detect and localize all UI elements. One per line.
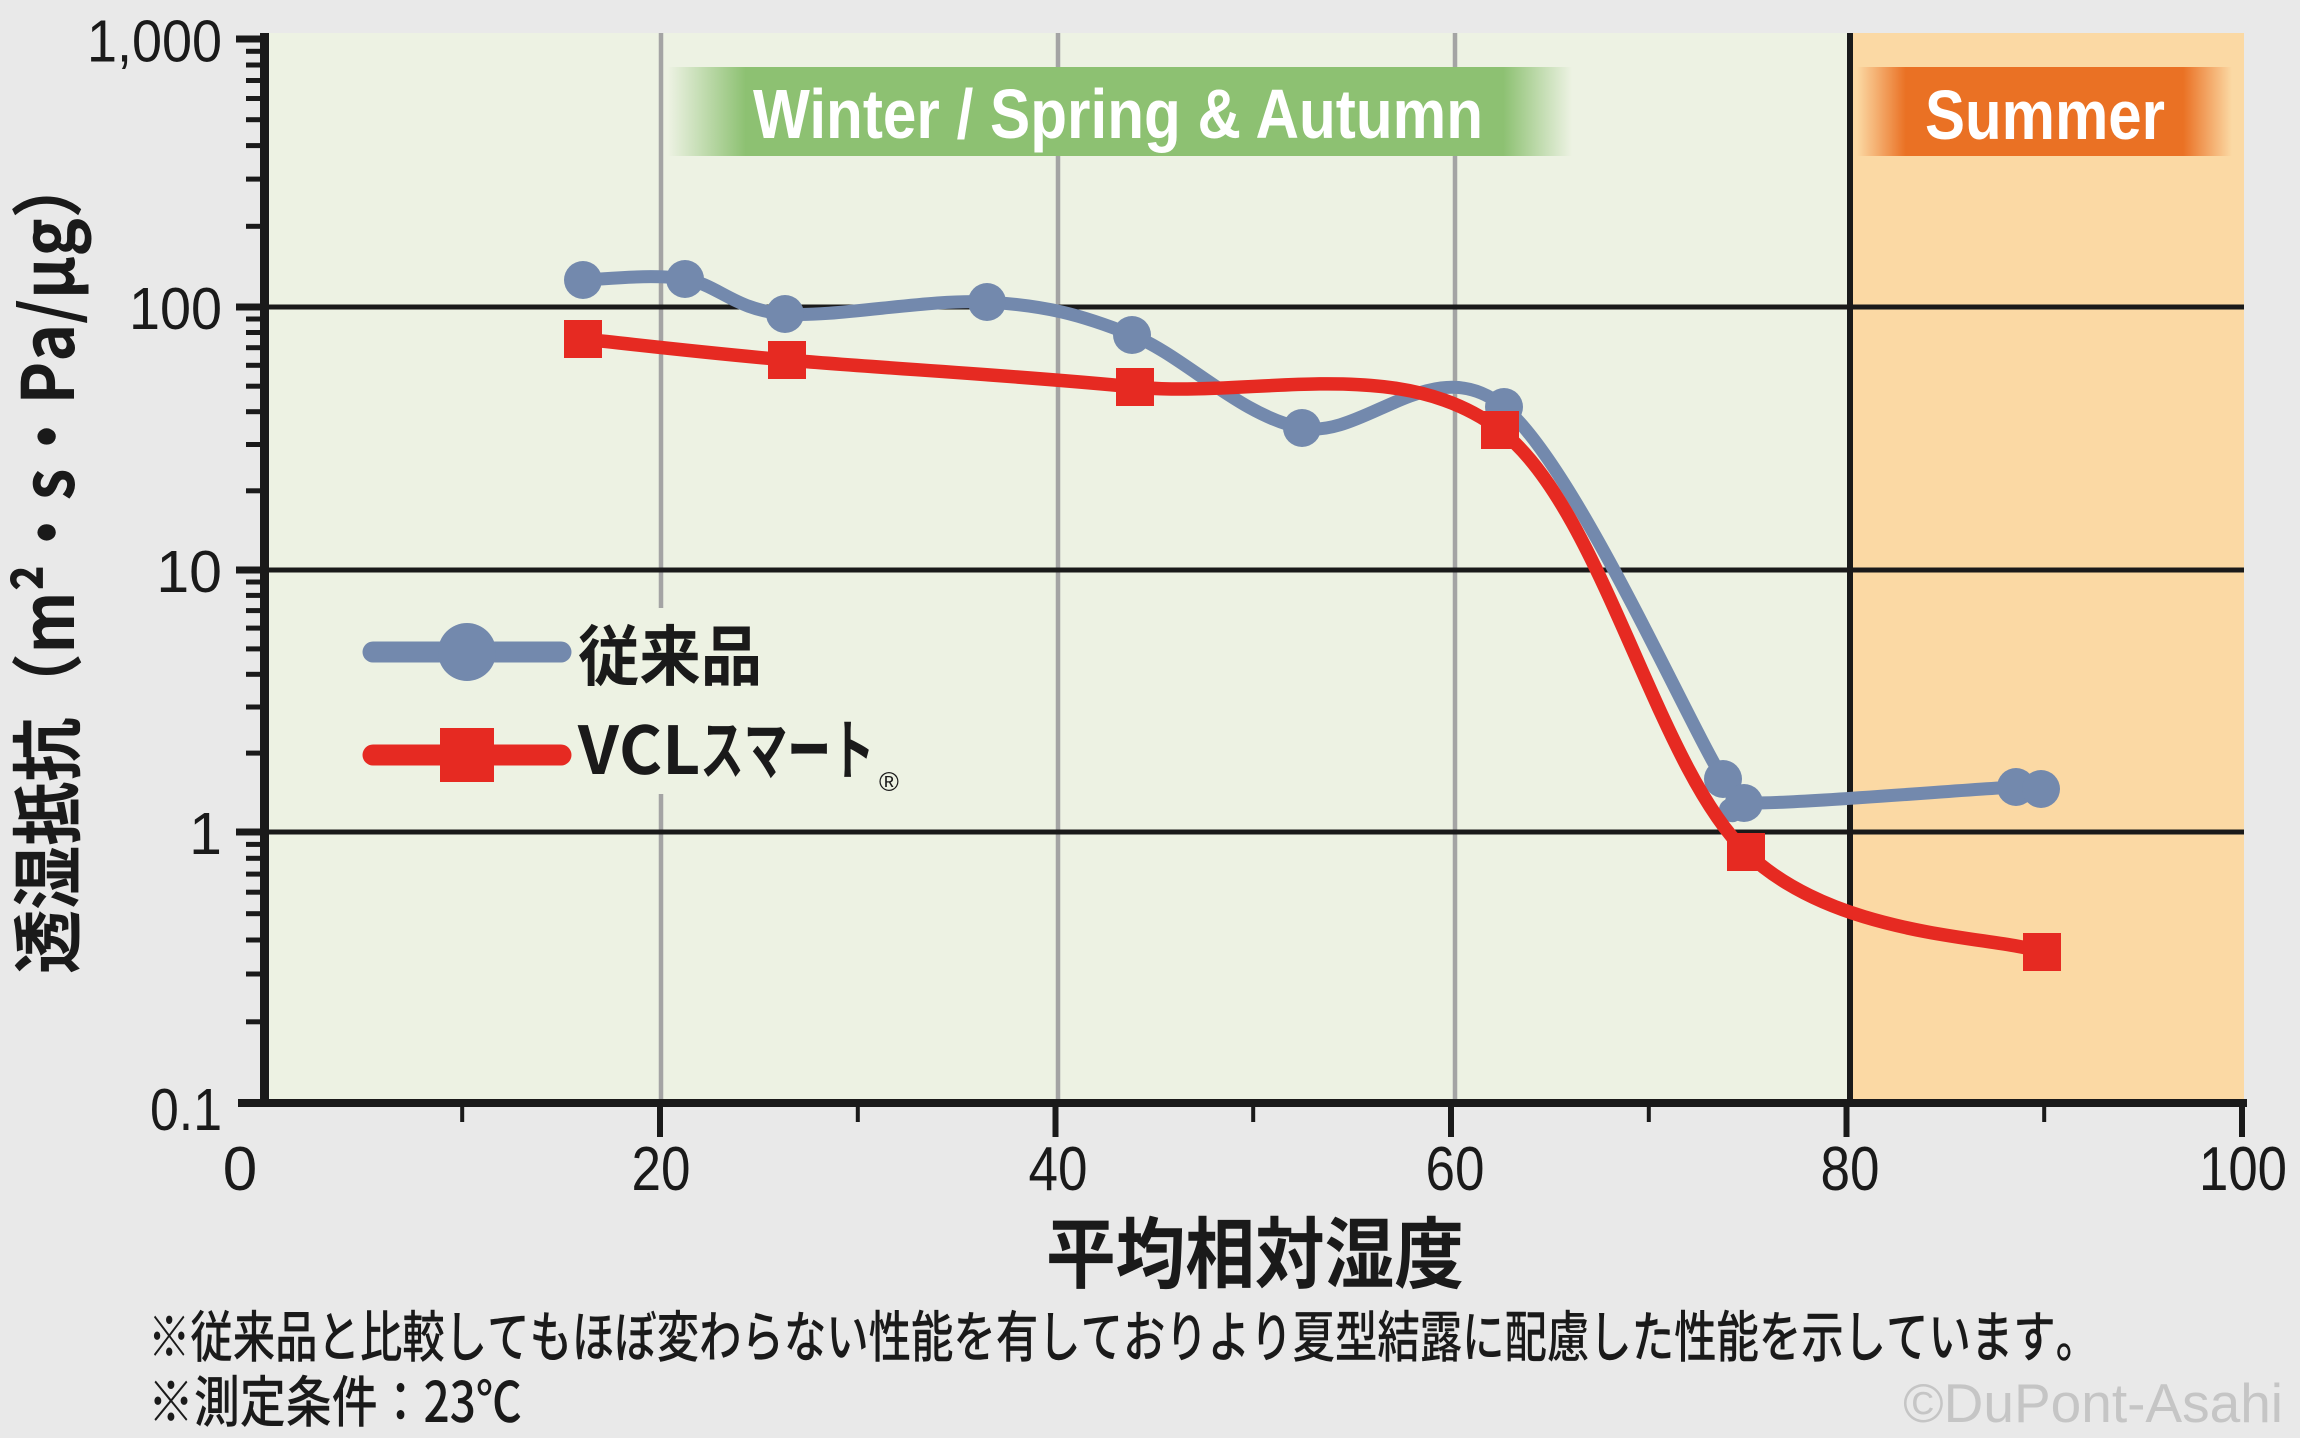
svg-text:®: ® <box>879 767 899 797</box>
svg-text:80: 80 <box>1821 1135 1880 1204</box>
svg-text:Winter / Spring & Autumn: Winter / Spring & Autumn <box>753 75 1483 153</box>
svg-text:0.1: 0.1 <box>150 1077 222 1143</box>
svg-text:40: 40 <box>1029 1135 1088 1204</box>
svg-text:Summer: Summer <box>1925 76 2165 154</box>
svg-text:0: 0 <box>223 1135 257 1204</box>
svg-text:60: 60 <box>1426 1135 1485 1204</box>
svg-text:©DuPont-Asahi: ©DuPont-Asahi <box>1903 1372 2283 1434</box>
svg-text:10: 10 <box>156 539 222 605</box>
svg-text:1: 1 <box>189 801 222 867</box>
svg-text:100: 100 <box>2199 1135 2287 1204</box>
svg-text:100: 100 <box>129 276 222 342</box>
svg-text:20: 20 <box>632 1135 691 1204</box>
svg-text:1,000: 1,000 <box>87 9 222 75</box>
